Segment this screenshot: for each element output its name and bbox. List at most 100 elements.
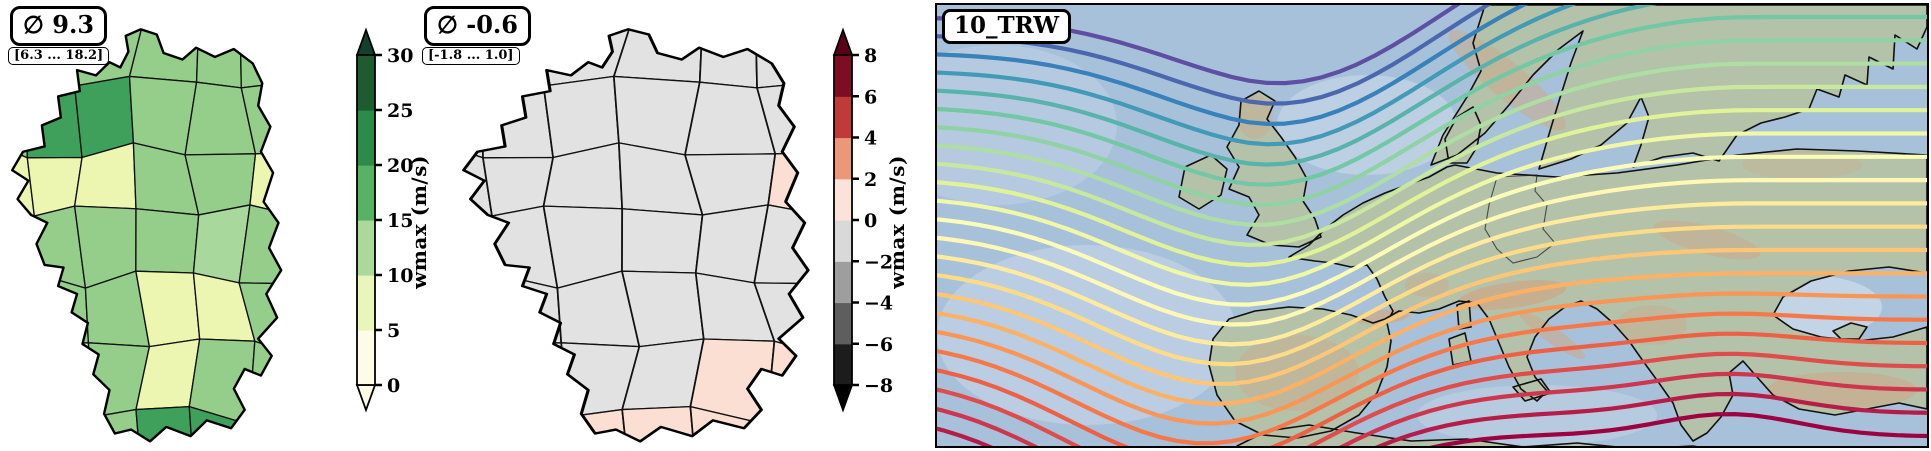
colorbar-segment bbox=[357, 165, 375, 221]
left-mean-value: ∅ 9.3 bbox=[23, 10, 95, 39]
district-region bbox=[239, 29, 282, 89]
district-region bbox=[135, 208, 200, 274]
district-region bbox=[12, 210, 39, 288]
district-region bbox=[621, 208, 704, 274]
district-region bbox=[463, 344, 479, 421]
coastline bbox=[1832, 322, 1868, 340]
contour-line bbox=[937, 224, 1927, 367]
district-region bbox=[765, 420, 809, 442]
colorbar-tick-label: −4 bbox=[864, 293, 893, 315]
contour-line bbox=[937, 5, 1461, 86]
district-region bbox=[463, 210, 497, 288]
district-region bbox=[473, 342, 568, 418]
district-region bbox=[754, 29, 809, 89]
contour-line bbox=[937, 5, 1577, 147]
ocean-highlight bbox=[1277, 75, 1457, 175]
middle-range-badge: [-1.8 ... 1.0] bbox=[422, 47, 520, 65]
colorbar-segment bbox=[834, 178, 852, 221]
middle-mean-value: ∅ -0.6 bbox=[437, 10, 518, 39]
regime-title: 10_TRW bbox=[954, 12, 1060, 39]
district-region bbox=[238, 282, 282, 359]
colorbar-over-arrow bbox=[832, 27, 854, 56]
contour-line bbox=[937, 391, 1927, 446]
colorbar-tick-label: −8 bbox=[864, 375, 893, 397]
contour-line bbox=[937, 61, 1927, 227]
district-region bbox=[22, 415, 94, 442]
colorbar-tick-label: 8 bbox=[864, 45, 877, 67]
contour-line bbox=[1429, 412, 1927, 446]
contour-line bbox=[937, 108, 1927, 268]
contour-line bbox=[937, 178, 1927, 327]
left-mean-badge: ∅ 9.3 bbox=[10, 6, 108, 46]
coastline bbox=[1208, 148, 1927, 442]
landmass bbox=[1209, 149, 1927, 441]
contour-line bbox=[937, 5, 1528, 126]
district-region bbox=[12, 273, 39, 353]
colorbar-segment bbox=[357, 110, 375, 166]
colorbar-under-arrow bbox=[832, 384, 854, 413]
district-region bbox=[12, 415, 39, 442]
contour-line bbox=[937, 14, 1927, 187]
europe-contour-panel: 10_TRW bbox=[935, 3, 1929, 448]
germany-outline bbox=[462, 28, 810, 443]
district-region bbox=[135, 405, 196, 442]
colorbar-anomaly-axis-label: wmax (m/s) bbox=[885, 155, 909, 289]
germany-choropleth-mean bbox=[10, 28, 283, 443]
left-range-badge: [6.3 ... 18.2] bbox=[8, 47, 110, 65]
contour-line bbox=[937, 154, 1927, 307]
district-region bbox=[481, 85, 554, 159]
colorbar-tick-label: 25 bbox=[387, 100, 413, 122]
colorbar-tick-label: 0 bbox=[864, 210, 877, 232]
colorbar-segment bbox=[357, 220, 375, 276]
district-region bbox=[463, 273, 497, 353]
colorbar-tick-label: 2 bbox=[864, 169, 877, 191]
district-region bbox=[26, 85, 83, 159]
colorbar-segment bbox=[357, 275, 375, 331]
colorbar-tick-label: 10 bbox=[387, 265, 413, 287]
colorbar-segment bbox=[834, 261, 852, 304]
district-region bbox=[463, 88, 484, 159]
district-region bbox=[20, 342, 94, 418]
colorbar-segment bbox=[834, 302, 852, 345]
colorbar-tick-label: 6 bbox=[864, 86, 877, 108]
contour-line bbox=[937, 131, 1927, 287]
district-region bbox=[753, 282, 809, 359]
contour-line bbox=[937, 201, 1927, 347]
coastline bbox=[1456, 300, 1472, 330]
colorbar-segment bbox=[834, 137, 852, 180]
district-region bbox=[463, 415, 498, 442]
country-border bbox=[1484, 174, 1556, 264]
coastline bbox=[1236, 424, 1698, 446]
colorbar-tick-label: 15 bbox=[387, 210, 413, 232]
district-region bbox=[12, 88, 28, 159]
colorbar-tick-label: 4 bbox=[864, 128, 877, 150]
middle-mean-badge: ∅ -0.6 bbox=[424, 6, 531, 46]
contour-line bbox=[937, 247, 1927, 386]
colorbar-segment bbox=[357, 330, 375, 386]
middle-range-value: [-1.8 ... 1.0] bbox=[428, 48, 514, 63]
colorbar-segment bbox=[834, 96, 852, 139]
regime-title-badge: 10_TRW bbox=[942, 9, 1072, 44]
colorbar-segment bbox=[834, 220, 852, 262]
contour-line bbox=[937, 291, 1927, 426]
contour-line bbox=[937, 5, 1492, 106]
ocean-highlight bbox=[937, 245, 1237, 425]
colorbar-tick-label: −2 bbox=[864, 251, 893, 273]
contour-line bbox=[937, 5, 1658, 167]
terrain-relief bbox=[1448, 29, 1566, 131]
landmass bbox=[1833, 323, 1867, 339]
terrain-relief bbox=[1237, 95, 1273, 139]
district-region bbox=[621, 405, 698, 442]
left-range-value: [6.3 ... 18.2] bbox=[14, 48, 104, 63]
contour-line bbox=[937, 38, 1927, 207]
colorbar-over-arrow bbox=[355, 27, 377, 56]
colorbar-segment bbox=[834, 55, 852, 97]
landmass bbox=[1449, 333, 1471, 365]
ocean-highlight bbox=[937, 45, 1117, 205]
contour-line bbox=[937, 84, 1927, 247]
colorbar-tick-label: −6 bbox=[864, 334, 893, 356]
colorbar-tick-label: 20 bbox=[387, 155, 413, 177]
colorbar-segment bbox=[834, 343, 852, 386]
germany-choropleth-anomaly bbox=[462, 28, 810, 443]
